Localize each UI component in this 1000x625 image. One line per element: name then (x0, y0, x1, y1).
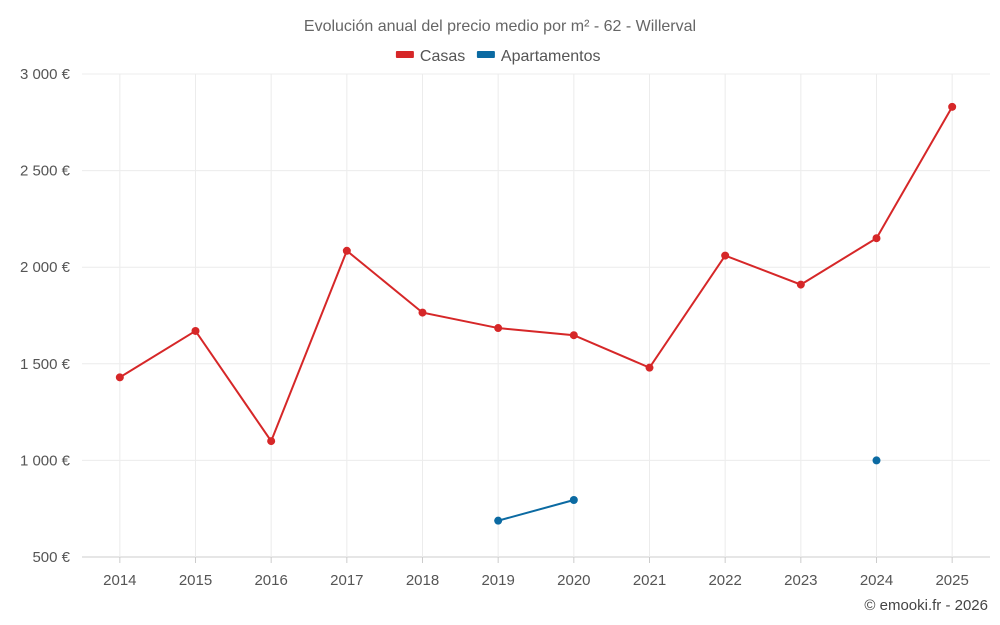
x-tick-label: 2018 (406, 572, 439, 589)
data-point[interactable] (494, 324, 503, 333)
data-point[interactable] (267, 437, 276, 446)
data-point[interactable] (872, 456, 881, 465)
y-tick-label: 500 € (32, 549, 70, 566)
data-point[interactable] (948, 102, 957, 111)
x-tick-label: 2017 (330, 572, 363, 589)
series-casas (115, 102, 957, 446)
x-tick-label: 2021 (633, 572, 666, 589)
x-tick-label: 2025 (935, 572, 968, 589)
y-tick-label: 2 500 € (20, 163, 71, 180)
x-tick-label: 2015 (179, 572, 212, 589)
data-point[interactable] (342, 246, 351, 255)
legend-swatch (476, 51, 495, 58)
x-axis-ticks: 2014 2015 2016 2017 2018 2019 2020 2021 2022 2023… (103, 572, 969, 589)
series-apartamentos (494, 456, 881, 525)
x-tick-label: 2022 (708, 572, 741, 589)
y-axis-ticks: 500 € 1 000 € 1 500 € 2 000 € 2 500 € 3 000 € (20, 66, 71, 566)
x-tick-label: 2019 (481, 572, 514, 589)
legend-label: Apartamentos (501, 48, 601, 65)
legend: Casas Apartamentos (395, 48, 601, 65)
data-point[interactable] (569, 496, 578, 505)
y-tick-label: 1 500 € (20, 356, 71, 373)
data-point[interactable] (418, 308, 427, 317)
x-tick-label: 2024 (860, 572, 893, 589)
legend-item-casas[interactable]: Casas (395, 48, 465, 65)
grid (82, 73, 990, 563)
data-point[interactable] (872, 234, 881, 243)
legend-label: Casas (420, 48, 465, 65)
x-tick-label: 2014 (103, 572, 136, 589)
data-point[interactable] (569, 331, 578, 340)
data-point[interactable] (494, 516, 503, 525)
chart-title: Evolución anual del precio medio por m² … (304, 18, 696, 35)
data-point[interactable] (645, 363, 654, 372)
x-tick-label: 2016 (254, 572, 287, 589)
data-point[interactable] (191, 326, 200, 335)
legend-item-apartamentos[interactable]: Apartamentos (476, 48, 601, 65)
x-tick-label: 2020 (557, 572, 590, 589)
y-tick-label: 2 000 € (20, 259, 71, 276)
y-tick-label: 3 000 € (20, 66, 71, 83)
series-line (497, 499, 575, 522)
legend-swatch (395, 51, 414, 58)
credit-text: © emooki.fr - 2026 (864, 597, 988, 614)
data-point[interactable] (721, 251, 730, 260)
series-layer (115, 102, 957, 525)
y-tick-label: 1 000 € (20, 452, 71, 469)
series-line (119, 106, 954, 444)
data-point[interactable] (115, 373, 124, 382)
data-point[interactable] (796, 280, 805, 289)
x-tick-label: 2023 (784, 572, 817, 589)
